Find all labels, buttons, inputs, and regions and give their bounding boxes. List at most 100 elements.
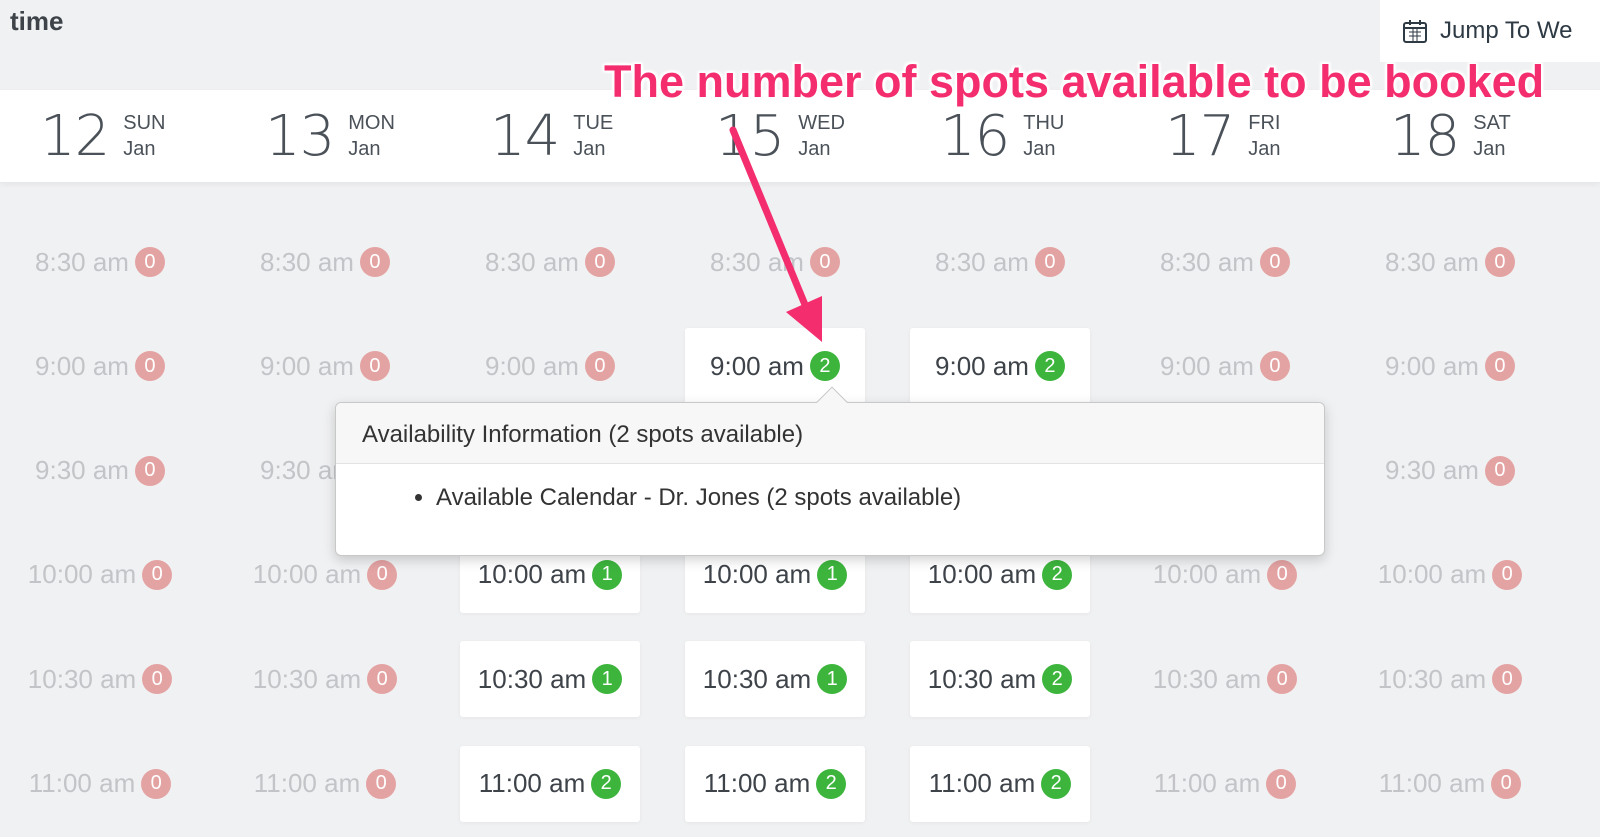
time-slot: 8:30 am 0 — [910, 224, 1090, 300]
spots-badge: 2 — [1034, 351, 1065, 382]
day-header-thu: 16 THU Jan — [940, 100, 1064, 172]
spots-badge: 0 — [1484, 247, 1515, 277]
slot-time: 11:00 am — [1153, 768, 1261, 798]
time-slot[interactable]: 11:00 am 2 — [685, 745, 865, 822]
slot-time: 10:00 am — [1152, 559, 1262, 590]
day-number: 14 — [490, 103, 560, 169]
day-number: 18 — [1390, 103, 1460, 169]
slot-time: 10:00 am — [927, 559, 1037, 590]
popover-item: Available Calendar - Dr. Jones (2 spots … — [436, 484, 1324, 512]
time-slot[interactable]: 10:30 am 1 — [685, 641, 865, 718]
spots-badge: 1 — [817, 664, 848, 695]
spots-badge: 0 — [142, 664, 173, 695]
slot-time: 10:30 am — [927, 663, 1037, 694]
spots-badge: 2 — [1042, 664, 1073, 695]
time-slot: 9:00 am 0 — [235, 328, 415, 404]
day-header-mon: 13 MON Jan — [265, 100, 395, 172]
slot-time: 8:30 am — [1160, 246, 1254, 277]
slot-time: 11:00 am — [703, 768, 811, 798]
jump-to-week-button[interactable]: Jump To We — [1380, 0, 1600, 62]
spots-badge: 0 — [359, 247, 390, 277]
slot-time: 9:00 am — [1160, 350, 1254, 381]
time-slot: 10:00 am 0 — [10, 537, 190, 613]
slot-time: 10:00 am — [702, 559, 812, 590]
slot-time: 8:30 am — [35, 246, 129, 277]
time-slot: 10:30 am 0 — [1135, 641, 1315, 717]
calendar-icon — [1403, 20, 1427, 43]
time-slot: 8:30 am 0 — [1360, 224, 1540, 300]
slot-time: 10:00 am — [27, 559, 137, 590]
page-title: time — [10, 6, 64, 36]
time-slot[interactable]: 11:00 am 2 — [910, 745, 1090, 822]
slot-time: 11:00 am — [928, 768, 1036, 798]
spots-badge: 1 — [817, 559, 848, 590]
time-slot: 10:00 am 0 — [1135, 537, 1315, 613]
slot-time: 8:30 am — [1385, 246, 1479, 277]
spots-badge: 0 — [1492, 559, 1523, 590]
jump-label: Jump To We — [1440, 17, 1573, 44]
slot-time: 9:00 am — [935, 350, 1029, 381]
slot-time: 10:00 am — [477, 559, 587, 590]
slot-time: 10:30 am — [477, 663, 587, 694]
day-month: Jan — [1473, 138, 1506, 160]
time-slot: 11:00 am 0 — [10, 746, 190, 822]
slot-time: 9:00 am — [260, 350, 354, 381]
day-month: Jan — [798, 138, 831, 160]
spots-badge: 0 — [359, 351, 390, 382]
day-header-fri: 17 FRI Jan — [1165, 100, 1281, 172]
time-slot: 10:30 am 0 — [10, 641, 190, 717]
time-slot: 8:30 am 0 — [460, 224, 640, 300]
time-slot: 11:00 am 0 — [1360, 746, 1540, 822]
time-slot: 9:00 am 0 — [1135, 328, 1315, 404]
day-month: Jan — [1248, 138, 1281, 160]
spots-badge: 0 — [367, 559, 398, 590]
time-slot: 8:30 am 0 — [685, 224, 865, 300]
slot-time: 10:00 am — [1377, 559, 1487, 590]
day-of-week: SAT — [1473, 112, 1511, 134]
day-header-tue: 14 TUE Jan — [490, 100, 613, 172]
time-slot: 10:30 am 0 — [235, 641, 415, 717]
spots-badge: 0 — [1267, 664, 1298, 695]
time-slot[interactable]: 11:00 am 2 — [460, 745, 640, 822]
day-month: Jan — [1023, 138, 1056, 160]
spots-badge: 0 — [134, 247, 165, 277]
day-of-week: WED — [798, 112, 845, 134]
spots-badge: 0 — [1484, 455, 1515, 486]
time-slot[interactable]: 10:30 am 2 — [910, 641, 1090, 718]
day-header-sat: 18 SAT Jan — [1390, 100, 1511, 172]
spots-badge: 0 — [584, 247, 615, 277]
spots-badge: 0 — [584, 351, 615, 382]
spots-badge: 2 — [591, 768, 622, 799]
slot-time: 8:30 am — [260, 246, 354, 277]
slot-time: 10:30 am — [252, 663, 362, 694]
slot-time: 9:00 am — [35, 350, 129, 381]
time-slot: 10:30 am 0 — [1360, 641, 1540, 717]
slot-time: 10:30 am — [1377, 663, 1487, 694]
time-slot[interactable]: 9:00 am 2 — [685, 328, 865, 405]
spots-badge: 2 — [1042, 559, 1073, 590]
day-of-week: FRI — [1248, 112, 1281, 134]
spots-badge: 0 — [142, 559, 173, 590]
time-slot: 8:30 am 0 — [1135, 224, 1315, 300]
spots-badge: 0 — [1267, 559, 1298, 590]
slot-time: 9:30 am — [1385, 455, 1479, 486]
time-slot: 9:00 am 0 — [1360, 328, 1540, 404]
time-slot: 9:00 am 0 — [460, 328, 640, 404]
slot-time: 10:30 am — [702, 663, 812, 694]
spots-badge: 0 — [366, 768, 397, 799]
availability-popover: Availability Information (2 spots availa… — [335, 386, 1325, 556]
slot-time: 10:30 am — [1152, 663, 1262, 694]
time-slot: 8:30 am 0 — [10, 224, 190, 300]
day-of-week: SUN — [123, 112, 166, 134]
day-number: 16 — [940, 103, 1010, 169]
slot-time: 9:00 am — [710, 350, 804, 381]
slot-time: 10:00 am — [252, 559, 362, 590]
spots-badge: 1 — [592, 559, 623, 590]
time-slot[interactable]: 9:00 am 2 — [910, 328, 1090, 405]
spots-badge: 0 — [134, 351, 165, 382]
time-slot[interactable]: 10:30 am 1 — [460, 641, 640, 718]
slot-time: 9:30 am — [35, 455, 129, 486]
spots-badge: 0 — [1484, 351, 1515, 382]
spots-badge: 0 — [1492, 664, 1523, 695]
